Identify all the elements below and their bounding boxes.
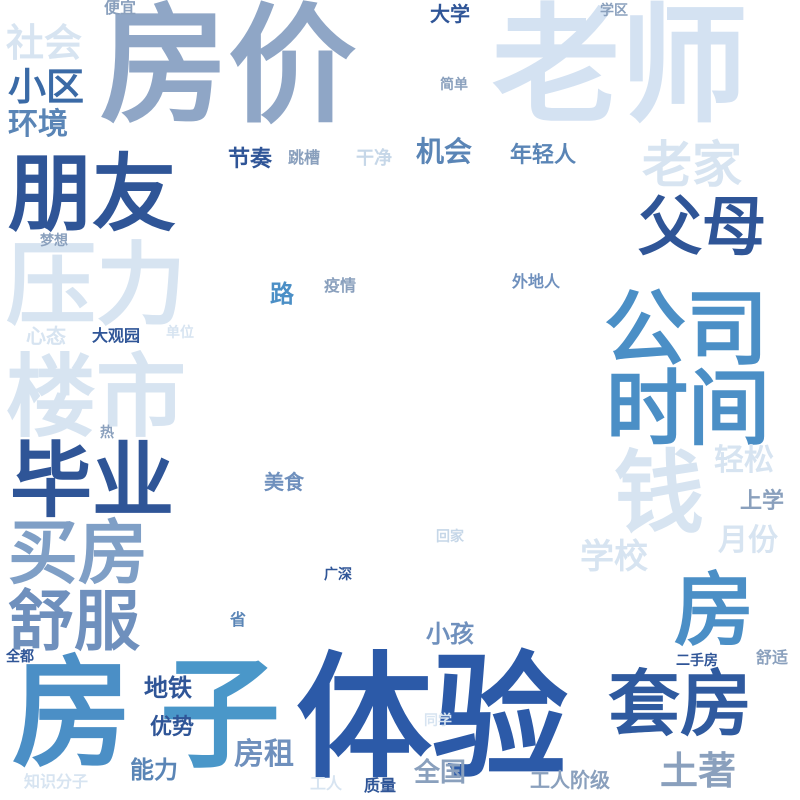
word-ditie: 地铁 bbox=[144, 673, 192, 702]
word-yali: 压力 bbox=[6, 232, 186, 338]
word-gongrenjieji: 工人阶级 bbox=[530, 768, 610, 792]
word-nianqingren: 年轻人 bbox=[510, 142, 577, 168]
word-yuefen: 月份 bbox=[718, 523, 778, 558]
word-jiandan: 简单 bbox=[440, 77, 468, 93]
word-zhiliang: 质量 bbox=[364, 776, 397, 795]
word-maifang: 买房 bbox=[8, 511, 148, 594]
word-gongsi: 公司 bbox=[604, 281, 769, 377]
word-youshi: 优势 bbox=[150, 714, 195, 740]
word-biye: 毕业 bbox=[10, 433, 175, 529]
word-lu: 路 bbox=[270, 279, 294, 308]
word-shushi: 舒适 bbox=[756, 648, 789, 667]
word-huijia: 回家 bbox=[436, 529, 464, 545]
word-fang-left: 房 bbox=[12, 643, 132, 784]
word-fangjia: 房价 bbox=[100, 0, 357, 141]
word-qingsong: 轻松 bbox=[714, 443, 774, 478]
word-pengyou: 朋友 bbox=[8, 144, 177, 243]
word-huanjing: 环境 bbox=[8, 107, 68, 142]
word-danwei: 单位 bbox=[166, 325, 194, 341]
word-nengli: 能力 bbox=[130, 755, 178, 784]
word-laoshi: 老师 bbox=[492, 0, 749, 141]
word-xuequ: 学区 bbox=[600, 3, 628, 19]
word-fangzu: 房租 bbox=[234, 737, 294, 772]
word-shangxue: 上学 bbox=[740, 488, 785, 514]
word-meishi: 美食 bbox=[264, 470, 304, 494]
word-ershoufang: 二手房 bbox=[676, 653, 718, 669]
word-zi: 子 bbox=[160, 644, 280, 785]
word-jiezou: 节奏 bbox=[228, 146, 273, 172]
word-shehui: 社会 bbox=[6, 20, 83, 65]
word-shijian: 时间 bbox=[606, 361, 771, 457]
word-jihui: 机会 bbox=[416, 135, 473, 168]
word-ganjing: 干净 bbox=[356, 148, 392, 169]
word-xiaohai: 小孩 bbox=[426, 619, 474, 648]
word-pianyi: 便宜 bbox=[104, 0, 137, 17]
word-daxue: 大学 bbox=[430, 2, 470, 26]
word-mengxiang: 梦想 bbox=[40, 233, 68, 249]
word-quandou: 全都 bbox=[6, 649, 34, 665]
word-taofang: 套房 bbox=[608, 661, 753, 746]
word-tiyan: 体验 bbox=[296, 638, 568, 798]
word-yiqing: 疫情 bbox=[324, 276, 357, 295]
word-zhishifenzi: 知识分子 bbox=[24, 772, 89, 791]
word-tongxue: 同学 bbox=[424, 713, 452, 729]
word-xuexiao: 学校 bbox=[580, 537, 648, 577]
word-re: 热 bbox=[100, 425, 114, 441]
word-quanguo: 全国 bbox=[414, 758, 467, 788]
word-qian: 钱 bbox=[614, 440, 704, 546]
word-tuzhu: 土著 bbox=[660, 748, 737, 793]
word-loushi: 楼市 bbox=[6, 344, 186, 450]
word-gongren: 工人 bbox=[310, 774, 343, 793]
word-guangshen: 广深 bbox=[324, 567, 352, 583]
word-tiaocao: 跳槽 bbox=[288, 148, 321, 167]
word-fumu: 父母 bbox=[638, 190, 766, 265]
word-sheng: 省 bbox=[230, 610, 247, 629]
word-xiaoqu: 小区 bbox=[8, 64, 85, 109]
word-shufu: 舒服 bbox=[8, 582, 140, 660]
word-fang-right: 房 bbox=[674, 563, 754, 657]
word-waidiren: 外地人 bbox=[512, 272, 561, 291]
word-xintai: 心态 bbox=[26, 324, 66, 348]
word-daguanyuan: 大观园 bbox=[92, 326, 141, 345]
word-laojia: 老家 bbox=[642, 135, 742, 194]
